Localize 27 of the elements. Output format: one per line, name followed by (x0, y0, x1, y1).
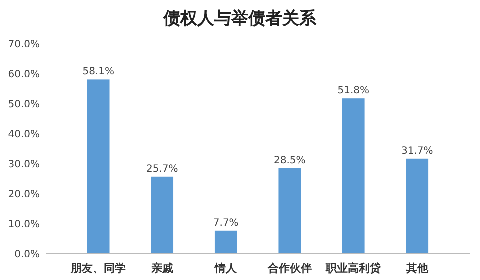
data-label: 7.7% (213, 218, 239, 229)
y-tick-label: 70.0% (8, 40, 40, 50)
data-label: 28.5% (274, 156, 306, 166)
bar (151, 176, 174, 254)
y-tick-label: 40.0% (8, 130, 40, 140)
bar (278, 168, 302, 254)
x-tick-label: 情人 (214, 262, 238, 275)
x-tick-label: 职业高利贷 (325, 262, 382, 275)
data-label: 58.1% (82, 66, 114, 78)
bar (342, 98, 365, 254)
data-label: 25.7% (146, 164, 178, 175)
x-tick-label: 合作伙伴 (266, 262, 312, 275)
y-tick-label: 60.0% (8, 70, 40, 80)
y-tick-label: 30.0% (8, 160, 40, 170)
y-tick-label: 10.0% (8, 220, 40, 230)
y-tick-label: 20.0% (8, 190, 40, 200)
data-label: 31.7% (402, 146, 434, 157)
data-label: 51.8% (338, 86, 370, 97)
bar (214, 230, 238, 254)
y-tick-label: 0.0% (14, 250, 40, 260)
bar (87, 80, 110, 254)
bar (406, 158, 429, 254)
x-tick-label: 朋友、同学 (70, 262, 126, 275)
x-tick-label: 亲戚 (150, 262, 174, 275)
chart-title: 债权人与举债者关系 (162, 9, 318, 29)
y-tick-label: 50.0% (8, 100, 40, 110)
x-tick-label: 其他 (405, 262, 430, 275)
